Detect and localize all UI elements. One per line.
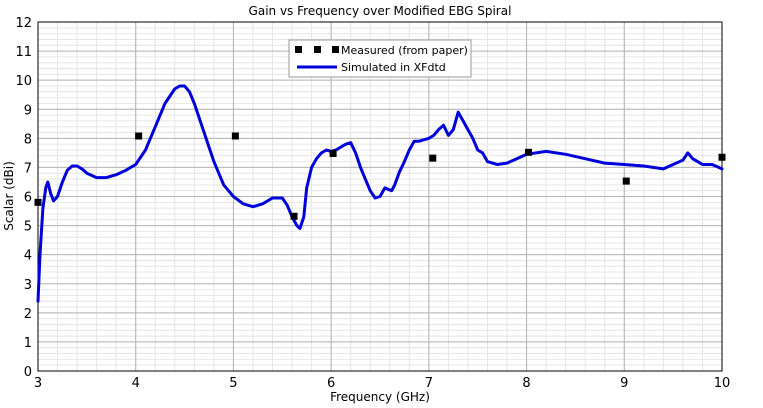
y-axis-label: Scalar (dBi) (2, 161, 16, 231)
x-tick-label: 5 (229, 376, 237, 391)
y-tick-label: 2 (24, 307, 32, 322)
y-tick-label: 1 (24, 336, 32, 351)
plot-frame (37, 21, 723, 372)
measured-data-point (231, 132, 239, 140)
measured-data-point (429, 154, 437, 162)
y-tick-label: 4 (24, 249, 32, 264)
y-tick-label: 9 (24, 103, 32, 118)
y-tick-label: 10 (15, 74, 32, 89)
simulated-series-line (36, 84, 724, 303)
y-tick-label: 11 (15, 45, 32, 60)
y-tick-label: 7 (24, 161, 32, 176)
x-axis-label: Frequency (GHz) (330, 390, 430, 404)
x-tick-label: 10 (714, 376, 731, 391)
y-tick-label: 5 (24, 220, 32, 235)
legend-label-simulated: Simulated in XFdtd (341, 61, 446, 74)
x-tick-label: 4 (132, 376, 140, 391)
x-tick-label: 7 (425, 376, 433, 391)
legend-marker-measured-3 (332, 46, 339, 53)
legend-marker-measured-1 (295, 46, 302, 53)
measured-data-point (290, 212, 298, 220)
x-tick-label: 8 (522, 376, 530, 391)
measured-data-point (329, 149, 337, 157)
x-tick-label: 6 (327, 376, 335, 391)
series-layer (34, 84, 726, 303)
legend: Measured (from paper) Simulated in XFdtd (288, 39, 472, 78)
x-tick-label: 3 (34, 376, 42, 391)
measured-data-point (525, 148, 533, 156)
y-tick-label: 8 (24, 132, 32, 147)
y-tick-label: 6 (24, 191, 32, 206)
measured-data-point (622, 177, 630, 185)
x-tick-label: 9 (620, 376, 628, 391)
measured-data-point (135, 132, 143, 140)
y-tick-label: 3 (24, 278, 32, 293)
y-tick-label: 12 (15, 16, 32, 31)
legend-marker-measured-2 (314, 46, 321, 53)
measured-data-point (718, 153, 726, 161)
measured-data-point (34, 198, 42, 206)
legend-label-measured: Measured (from paper) (341, 44, 468, 57)
chart-title: Gain vs Frequency over Modified EBG Spir… (249, 4, 512, 18)
y-tick-label: 0 (24, 365, 32, 380)
